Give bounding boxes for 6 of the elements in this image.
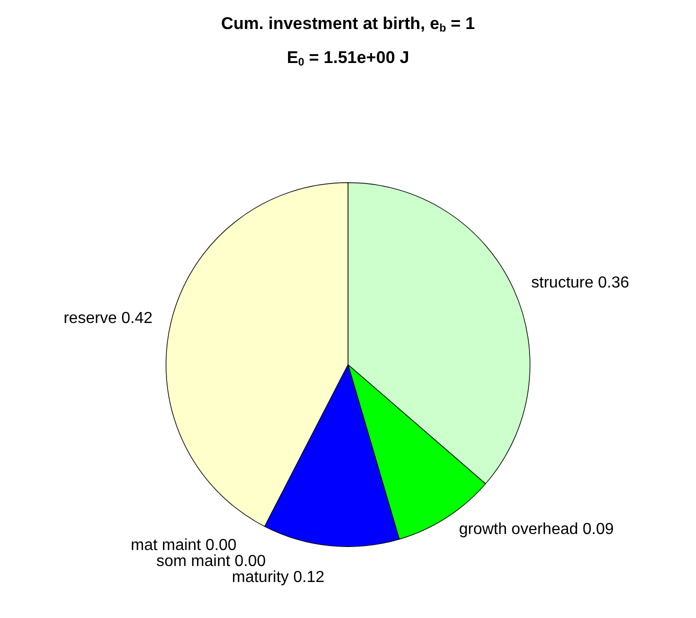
category-label: som maint 0.00	[156, 553, 266, 570]
category-label: mat maint 0.00	[130, 537, 237, 554]
slice-label: maturity 0.12	[232, 569, 324, 586]
slice-label: reserve 0.42	[64, 310, 153, 327]
slice-label: structure 0.36	[531, 274, 630, 292]
slice-label: growth overhead 0.09	[458, 521, 614, 538]
